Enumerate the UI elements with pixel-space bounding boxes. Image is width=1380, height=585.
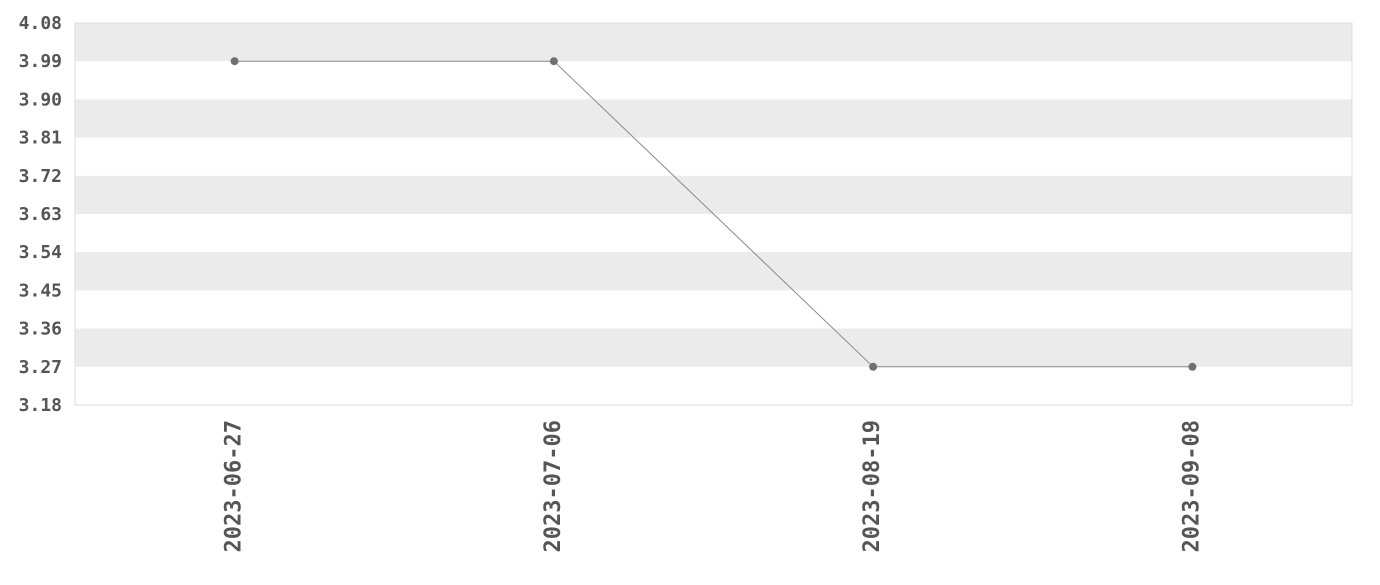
y-tick-label: 3.90 bbox=[19, 89, 62, 110]
y-tick-label: 4.08 bbox=[19, 13, 62, 34]
y-tick-label: 3.63 bbox=[19, 204, 62, 225]
x-tick-label: 2023-09-08 bbox=[1179, 420, 1204, 552]
series-line bbox=[234, 60, 1193, 368]
y-tick-label: 3.99 bbox=[19, 51, 62, 72]
data-point bbox=[869, 362, 878, 371]
y-tick-label: 3.45 bbox=[19, 280, 62, 301]
plot-border bbox=[74, 22, 1353, 406]
y-tick-label: 3.54 bbox=[19, 242, 63, 263]
grid-band bbox=[75, 23, 1352, 62]
grid-band bbox=[75, 99, 1352, 138]
x-tick-label: 2023-06-27 bbox=[222, 420, 247, 552]
y-tick-label: 3.18 bbox=[19, 395, 62, 416]
grid-band bbox=[75, 252, 1352, 291]
y-tick-label: 3.36 bbox=[19, 319, 62, 340]
grid-band bbox=[75, 175, 1352, 214]
y-tick-label: 3.81 bbox=[19, 128, 62, 149]
x-tick-label: 2023-07-06 bbox=[541, 420, 566, 552]
y-tick-label: 3.72 bbox=[19, 166, 62, 187]
grid-band bbox=[75, 328, 1352, 367]
data-point bbox=[1188, 362, 1197, 371]
x-tick-label: 2023-08-19 bbox=[860, 420, 885, 552]
data-point bbox=[549, 57, 558, 66]
y-tick-label: 3.27 bbox=[19, 357, 62, 378]
data-point bbox=[230, 57, 239, 66]
